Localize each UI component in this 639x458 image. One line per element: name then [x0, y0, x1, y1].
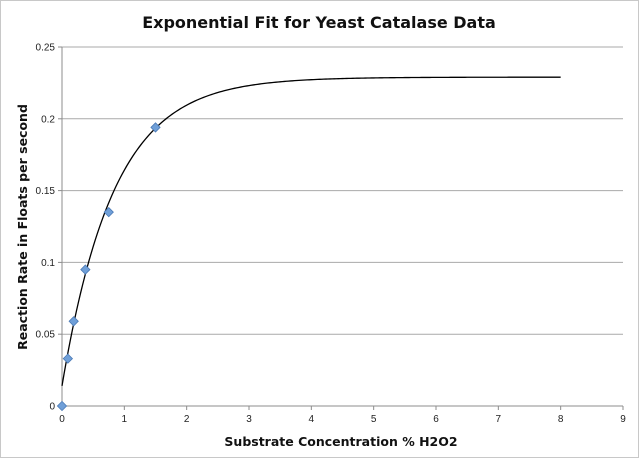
- x-tick-label: 8: [558, 414, 564, 425]
- axes: [58, 46, 624, 410]
- y-tick-label: 0.05: [36, 330, 56, 341]
- grid-lines: [62, 46, 623, 335]
- x-tick-label: 3: [246, 414, 252, 425]
- data-point: [56, 400, 68, 412]
- y-tick-label: 0.15: [36, 186, 56, 197]
- y-tick-labels: 0 0.05 0.1 0.15 0.2 0.25: [36, 43, 56, 413]
- x-tick-label: 9: [620, 414, 626, 425]
- data-point: [103, 206, 114, 218]
- x-tick-label: 6: [433, 414, 439, 425]
- y-tick-label: 0.1: [41, 258, 55, 269]
- x-axis-label: Substrate Concentration % H2O2: [224, 434, 457, 449]
- y-tick-label: 0: [49, 402, 55, 413]
- data-point: [80, 264, 91, 275]
- x-tick-label: 5: [371, 414, 377, 425]
- data-points: [56, 122, 161, 412]
- x-tick-labels: 0 1 2 3 4 5 6 7 8 9: [59, 414, 626, 425]
- x-tick-label: 1: [122, 414, 128, 425]
- x-tick-label: 7: [496, 414, 502, 425]
- data-point: [68, 316, 79, 327]
- fit-curve-group: [61, 76, 561, 387]
- chart-title: Exponential Fit for Yeast Catalase Data: [142, 13, 496, 32]
- y-tick-label: 0.2: [41, 114, 55, 125]
- fit-curve: [61, 76, 561, 387]
- data-point: [62, 353, 74, 364]
- x-tick-label: 0: [59, 414, 65, 425]
- data-point: [150, 122, 161, 133]
- y-tick-label: 0.25: [36, 43, 56, 54]
- x-tick-label: 2: [184, 414, 190, 425]
- x-tick-label: 4: [309, 414, 315, 425]
- y-axis-label: Reaction Rate in Floats per second: [15, 104, 30, 350]
